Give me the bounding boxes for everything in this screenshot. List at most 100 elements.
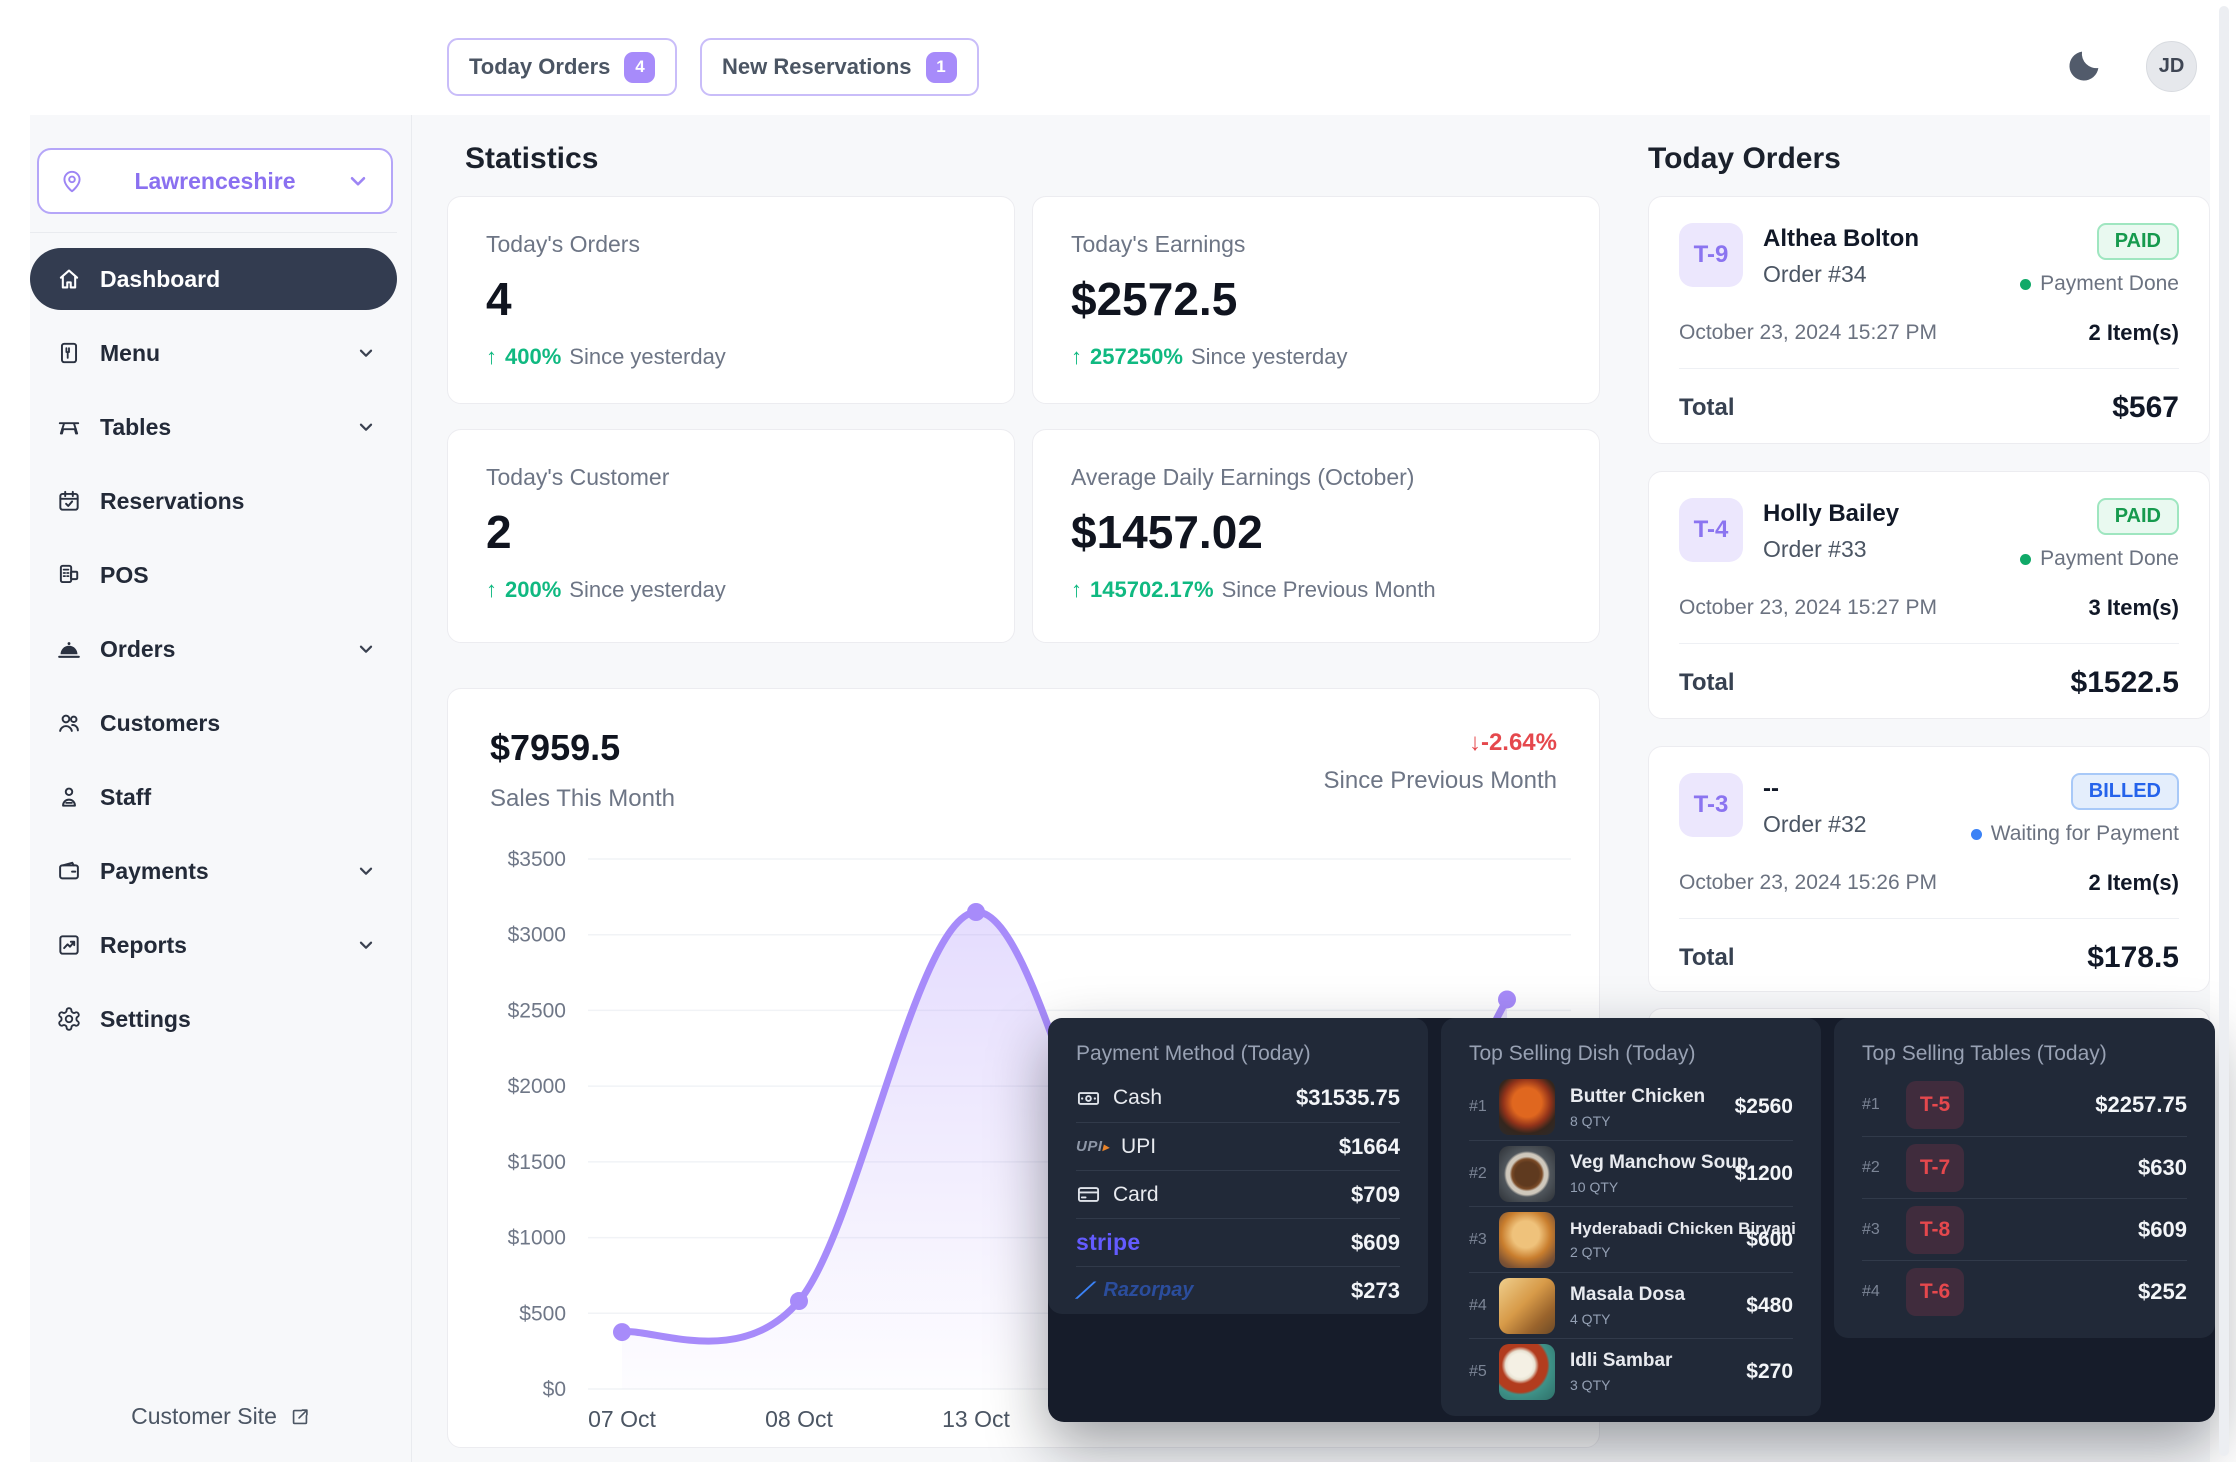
trend-up-arrow: ↑ xyxy=(486,344,497,369)
location-selector[interactable]: Lawrenceshire xyxy=(37,148,393,214)
svg-text:$500: $500 xyxy=(519,1302,566,1325)
sidebar-item-reports[interactable]: Reports xyxy=(30,914,397,976)
top-selling-dish-panel: Top Selling Dish (Today) #1 Butter Chick… xyxy=(1441,1018,1821,1416)
avatar[interactable]: JD xyxy=(2146,41,2197,92)
stat-card-todays-customer: Today's Customer 2 ↑ 200% Since yesterday xyxy=(447,429,1015,643)
external-link-icon xyxy=(289,1406,311,1428)
gear-icon xyxy=(56,1006,82,1032)
sidebar-item-settings[interactable]: Settings xyxy=(30,988,397,1050)
sidebar-item-payments[interactable]: Payments xyxy=(30,840,397,902)
dish-image xyxy=(1499,1343,1555,1400)
order-total: $1522.5 xyxy=(2070,666,2179,699)
table-sales-row: #1 T-5 $2257.75 xyxy=(1862,1074,2187,1136)
trend-down-arrow: ↓ xyxy=(1468,729,1481,756)
sidebar-divider xyxy=(30,232,397,233)
stat-card-todays-earnings: Today's Earnings $2572.5 ↑ 257250% Since y… xyxy=(1032,196,1600,404)
sales-subtitle: Sales This Month xyxy=(490,785,675,812)
payment-method-row: Cash $31535.75 xyxy=(1076,1074,1400,1122)
payment-method-row: UPI▸ UPI $1664 xyxy=(1076,1122,1400,1170)
sidebar-item-orders[interactable]: Orders xyxy=(30,618,397,680)
order-number: Order #32 xyxy=(1763,811,1867,837)
sidebar-item-customers[interactable]: Customers xyxy=(30,692,397,754)
razorpay-logo-icon: ⟋ xyxy=(1076,1277,1092,1303)
menu-book-icon xyxy=(56,340,82,366)
dish-row: #2 Veg Manchow Soup 10 QTY $1200 xyxy=(1469,1140,1793,1206)
sidebar-item-tables[interactable]: Tables xyxy=(30,396,397,458)
sidebar: Lawrenceshire Dashboard Menu Tables Rese… xyxy=(30,115,412,1462)
table-icon xyxy=(56,414,82,440)
new-reservations-count-badge: 1 xyxy=(925,51,957,83)
today-orders-title: Today Orders xyxy=(1648,142,1841,175)
order-card[interactable]: T-4 Holly Bailey Order #33 PAID Payment … xyxy=(1648,471,2210,719)
svg-text:13 Oct: 13 Oct xyxy=(942,1406,1010,1432)
order-date: October 23, 2024 15:26 PM xyxy=(1679,871,1937,894)
table-badge: T-5 xyxy=(1906,1081,1964,1129)
sales-change: ↓-2.64% xyxy=(1468,729,1557,756)
dish-row: #5 Idli Sambar 3 QTY $270 xyxy=(1469,1338,1793,1404)
trend-up-arrow: ↑ xyxy=(486,577,497,602)
sidebar-item-reservations[interactable]: Reservations xyxy=(30,470,397,532)
stripe-logo-icon: stripe xyxy=(1076,1229,1141,1255)
dish-image xyxy=(1499,1211,1555,1268)
chevron-down-icon xyxy=(355,342,377,364)
stat-card-todays-orders: Today's Orders 4 ↑ 400% Since yesterday xyxy=(447,196,1015,404)
table-sales-row: #3 T-8 $609 xyxy=(1862,1198,2187,1260)
sales-change-note: Since Previous Month xyxy=(1323,767,1557,794)
order-date: October 23, 2024 15:27 PM xyxy=(1679,321,1937,344)
dark-mode-toggle[interactable] xyxy=(2064,46,2104,86)
sidebar-item-staff[interactable]: Staff xyxy=(30,766,397,828)
staff-person-icon xyxy=(56,784,82,810)
svg-text:$3000: $3000 xyxy=(508,924,566,947)
new-reservations-button-label: New Reservations xyxy=(722,54,912,79)
sidebar-item-menu[interactable]: Menu xyxy=(30,322,397,384)
order-card[interactable]: T-3 -- Order #32 BILLED Waiting for Paym… xyxy=(1648,746,2210,992)
sidebar-item-dashboard[interactable]: Dashboard xyxy=(30,248,397,310)
customer-site-link[interactable]: Customer Site xyxy=(30,1403,412,1430)
chevron-down-icon xyxy=(355,416,377,438)
location-pin-icon xyxy=(59,168,85,194)
dish-image xyxy=(1499,1079,1555,1135)
order-items-count: 2 Item(s) xyxy=(2088,870,2179,895)
dish-image xyxy=(1499,1277,1555,1334)
svg-text:$1000: $1000 xyxy=(508,1227,566,1250)
users-icon xyxy=(56,710,82,736)
upi-logo-icon: UPI▸ xyxy=(1076,1138,1110,1155)
stat-card-average-daily-earnings: Average Daily Earnings (October) $1457.0… xyxy=(1032,429,1600,643)
today-orders-button[interactable]: Today Orders 4 xyxy=(447,38,678,96)
card-icon xyxy=(1076,1182,1101,1207)
svg-text:$0: $0 xyxy=(543,1378,566,1401)
avatar-initials: JD xyxy=(2158,55,2185,77)
sidebar-item-pos[interactable]: POS xyxy=(30,544,397,606)
payment-status-dot xyxy=(1970,828,1982,840)
customer-name: -- xyxy=(1763,775,1779,802)
dish-row: #1 Butter Chicken 8 QTY $2560 xyxy=(1469,1074,1793,1140)
calendar-check-icon xyxy=(56,488,82,514)
chevron-down-icon xyxy=(355,638,377,660)
divider xyxy=(1679,918,2179,919)
order-date: October 23, 2024 15:27 PM xyxy=(1679,596,1937,619)
dish-row: #3 Hyderabadi Chicken Biryani 2 QTY $600 xyxy=(1469,1206,1796,1272)
wallet-icon xyxy=(56,858,82,884)
order-number: Order #34 xyxy=(1763,261,1867,287)
customer-name: Althea Bolton xyxy=(1763,225,1919,252)
order-card[interactable]: T-9 Althea Bolton Order #34 PAID Payment… xyxy=(1648,196,2210,444)
order-total: $567 xyxy=(2112,391,2179,424)
cash-icon xyxy=(1076,1086,1101,1111)
new-reservations-button[interactable]: New Reservations 1 xyxy=(700,38,979,96)
svg-text:07 Oct: 07 Oct xyxy=(588,1406,656,1432)
dish-row: #4 Masala Dosa 4 QTY $480 xyxy=(1469,1272,1793,1338)
trend-up-arrow: ↑ xyxy=(1071,577,1082,602)
payment-method-row: ⟋ Razorpay $273 xyxy=(1076,1266,1400,1314)
sidebar-nav: Dashboard Menu Tables Reservations POS xyxy=(30,248,397,1062)
payment-status-dot xyxy=(2020,278,2032,290)
divider xyxy=(1679,643,2179,644)
divider xyxy=(1679,368,2179,369)
page-scrollbar[interactable] xyxy=(2219,6,2229,1456)
table-badge: T-3 xyxy=(1679,773,1743,837)
home-icon xyxy=(56,266,82,292)
location-name: Lawrenceshire xyxy=(134,167,296,194)
today-orders-count-badge: 4 xyxy=(624,51,656,83)
order-items-count: 2 Item(s) xyxy=(2088,320,2179,345)
payment-status-dot xyxy=(2020,553,2032,565)
table-sales-row: #2 T-7 $630 xyxy=(1862,1136,2187,1198)
